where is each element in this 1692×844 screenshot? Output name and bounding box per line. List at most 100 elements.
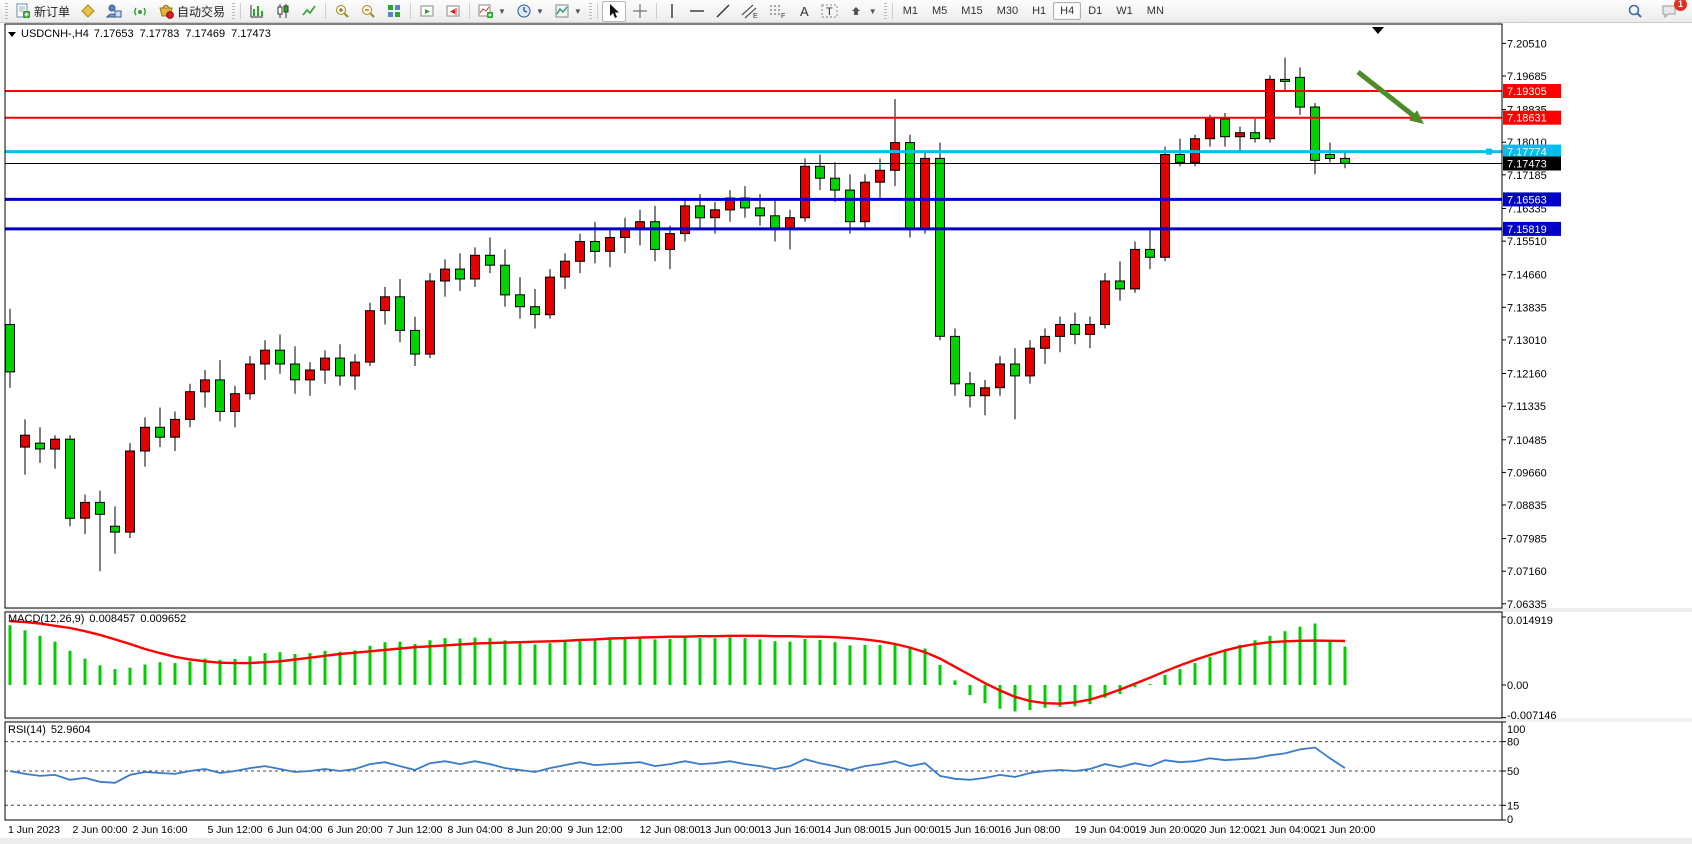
cursor-button[interactable] [601, 0, 626, 22]
time-tick-label: 19 Jun 20:00 [1135, 824, 1196, 836]
rsi-tick-label: 100 [1507, 724, 1525, 736]
tile-windows-button[interactable] [382, 1, 406, 22]
chart-shift-button[interactable] [441, 1, 465, 22]
toolbar: 新订单 自动交易 ▼ ▼ ▼ E F A [0, 0, 1692, 23]
chart-shift-icon [445, 3, 461, 19]
rsi-tick-label: 0 [1507, 814, 1513, 826]
toolbar-grip[interactable] [5, 3, 8, 19]
text-icon: A [797, 3, 811, 19]
ohlc-open: 7.17653 [93, 28, 134, 40]
horizontal-levels[interactable] [5, 90, 1502, 231]
zoom-out-icon [360, 3, 376, 19]
time-tick-label: 14 Jun 08:00 [820, 824, 881, 836]
templates-button[interactable]: ▼ [550, 1, 586, 22]
toolbar-grip[interactable] [883, 3, 887, 19]
price-tick-label: 7.06335 [1507, 599, 1547, 611]
current-price-badge [1503, 156, 1561, 171]
search-button[interactable] [1623, 1, 1647, 22]
timeframe-m1[interactable]: M1 [902, 5, 918, 17]
line-chart-button[interactable] [297, 1, 321, 22]
vertical-line-button[interactable] [661, 1, 683, 22]
time-tick-label: 20 Jun 12:00 [1195, 824, 1256, 836]
macd-tick-label: 0.00 [1507, 680, 1528, 692]
pane-splitter[interactable] [5, 718, 1692, 722]
templates-icon [554, 3, 570, 19]
price-tick-label: 7.10485 [1507, 435, 1547, 447]
timeframe-d1[interactable]: D1 [1088, 5, 1103, 17]
macd-name: MACD(12,26,9) [8, 613, 85, 625]
timeframe-w1[interactable]: W1 [1116, 5, 1133, 17]
notifications-button[interactable]: 1 [1657, 0, 1687, 22]
svg-text:7.15819: 7.15819 [1507, 224, 1547, 236]
zoom-in-icon [334, 3, 350, 19]
chart-area: 7.20510 7.19685 7.18835 7.18010 7.17185 7.163… [0, 23, 1692, 844]
symbol-dropdown-icon[interactable] [8, 31, 16, 37]
timeframe-m30[interactable]: M30 [996, 5, 1019, 17]
toolbar-separator [596, 3, 598, 19]
rsi-tick-label: 80 [1507, 737, 1519, 749]
chart-canvas[interactable]: 7.205107.196857.188357.180107.171857.163… [0, 23, 1692, 844]
line-chart-icon [301, 3, 317, 19]
macd-tick-label: -0.007146 [1507, 710, 1557, 722]
price-tick-label: 7.13010 [1507, 335, 1547, 347]
channel-button[interactable]: E [737, 1, 763, 22]
period-clock-button[interactable]: ▼ [512, 1, 548, 22]
timeframe-h1[interactable]: H1 [1032, 5, 1047, 17]
price-tick-label: 7.13835 [1507, 302, 1547, 314]
trendline-button[interactable] [711, 1, 735, 22]
toolbar-separator [655, 3, 657, 19]
zoom-in-button[interactable] [330, 1, 354, 22]
toolbar-separator [469, 3, 471, 19]
rsi-name: RSI(14) [8, 724, 46, 736]
auto-trading-button[interactable]: 自动交易 [154, 1, 229, 22]
fibonacci-button[interactable]: F [765, 1, 791, 22]
price-tick-label: 7.08835 [1507, 500, 1547, 512]
cursor-icon [606, 3, 622, 19]
svg-text:7.19305: 7.19305 [1507, 86, 1547, 98]
pane-splitter[interactable] [5, 608, 1692, 612]
timeframe-m15[interactable]: M15 [961, 5, 983, 17]
new-order-label: 新订单 [34, 4, 71, 19]
candlestick-chart-button[interactable] [271, 1, 295, 22]
auto-scroll-button[interactable] [415, 1, 439, 22]
calendar-button[interactable] [76, 1, 100, 22]
toolbar-grip[interactable] [232, 3, 236, 19]
bar-chart-button[interactable] [245, 1, 269, 22]
line-handle [1486, 148, 1492, 155]
time-tick-label: 13 Jun 16:00 [760, 824, 821, 836]
price-tick-label: 7.07985 [1507, 534, 1547, 546]
arrows-button[interactable]: ▼ [845, 1, 881, 22]
timeframe-mn[interactable]: MN [1146, 5, 1164, 17]
tile-windows-icon [386, 3, 402, 19]
macd-tick-label: 0.014919 [1507, 615, 1553, 627]
time-axis[interactable]: 1 Jun 2023 2 Jun 00:00 2 Jun 16:00 5 Jun 12… [8, 824, 1376, 836]
horizontal-line-button[interactable] [685, 1, 709, 22]
trend-arrow-annotation[interactable] [1356, 70, 1424, 124]
text-label-button[interactable]: T [817, 1, 843, 22]
ohlc-low: 7.17469 [185, 28, 226, 40]
new-order-button[interactable]: 新订单 [11, 1, 74, 22]
macd-axis: 0.014919 0.00 -0.007146 [1502, 615, 1557, 722]
crosshair-button[interactable] [628, 1, 652, 22]
zoom-out-button[interactable] [356, 1, 380, 22]
toolbar-grip[interactable] [588, 3, 592, 19]
price-tick-label: 7.14660 [1507, 270, 1547, 282]
text-button[interactable]: A [793, 1, 815, 22]
timeframe-h4[interactable]: H4 [1053, 2, 1082, 20]
timeframe-m5[interactable]: M5 [932, 5, 948, 17]
pane-border [4, 611, 1503, 719]
chart-shift-marker[interactable] [1372, 27, 1384, 34]
indicators-button[interactable]: ▼ [474, 1, 510, 22]
price-tick-label: 7.09660 [1507, 467, 1547, 479]
time-tick-label: 16 Jun 08:00 [1000, 824, 1061, 836]
time-tick-label: 12 Jun 08:00 [640, 824, 701, 836]
time-tick-label: 21 Jun 20:00 [1315, 824, 1376, 836]
autotrade-basket-icon [158, 3, 174, 19]
chevron-down-icon: ▼ [573, 6, 582, 16]
profile-button[interactable] [102, 1, 126, 22]
price-tick-label: 7.19685 [1507, 71, 1547, 83]
signal-button[interactable] [128, 1, 152, 22]
window-bottom-strip [0, 838, 1692, 844]
arrows-icon [849, 3, 865, 19]
